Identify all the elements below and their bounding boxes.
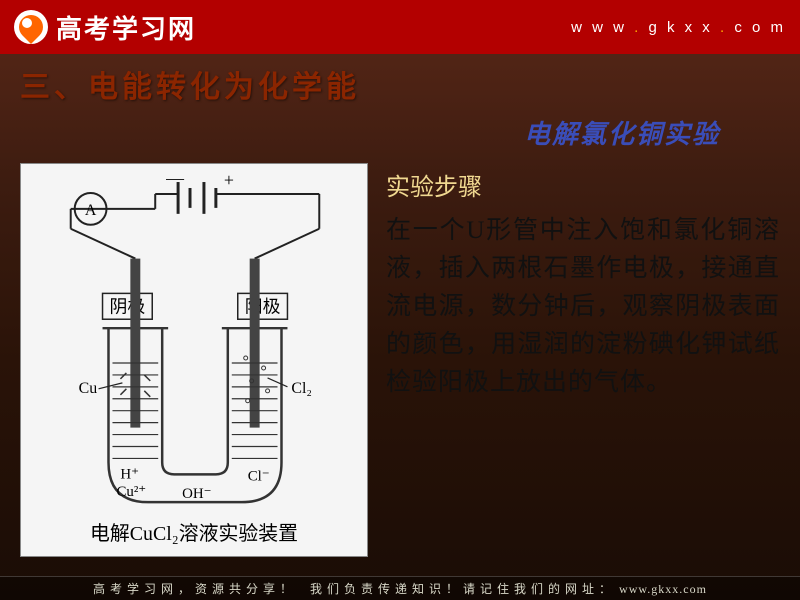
cu2-plus-label: Cu²⁺ (116, 484, 146, 500)
header-bar: 高考学习网 w w w . g k x x . c o m (0, 0, 800, 54)
apparatus-diagram: A — + 阴极 (20, 163, 368, 557)
h-plus-label: H⁺ (120, 466, 139, 482)
cl-minus-label: Cl⁻ (248, 468, 270, 484)
main-row: A — + 阴极 (20, 163, 780, 557)
content-area: 三、电能转化为化学能 电解氯化铜实验 A (0, 54, 800, 574)
header-url: w w w . g k x x . c o m (571, 19, 786, 36)
minus-label: — (165, 168, 184, 188)
experiment-subtitle: 电解氯化铜实验 (20, 114, 720, 151)
text-column: 实验步骤 在一个U形管中注入饱和氯化铜溶液，插入两根石墨作电极，接通直流电源，数… (386, 163, 780, 402)
logo-area: 高考学习网 (14, 9, 196, 46)
procedure-text: 在一个U形管中注入饱和氯化铜溶液，插入两根石墨作电极，接通直流电源，数分钟后，观… (386, 212, 780, 402)
cu-label: Cu (79, 380, 98, 397)
plus-label: + (224, 170, 234, 190)
ammeter-label: A (85, 202, 97, 219)
diagram-svg: A — + 阴极 (21, 164, 367, 556)
logo-icon (14, 10, 48, 44)
step-label: 实验步骤 (386, 167, 780, 202)
section-title: 三、电能转化为化学能 (20, 62, 780, 106)
footer-bar: 高 考 学 习 网 ， 资 源 共 分 享 ！ 我 们 负 责 传 递 知 识 … (0, 576, 800, 600)
diagram-caption: 电解CuCl₂溶液实验装置 (90, 523, 298, 545)
slide-root: 高考学习网 w w w . g k x x . c o m 三、电能转化为化学能… (0, 0, 800, 600)
footer-text: 高 考 学 习 网 ， 资 源 共 分 享 ！ 我 们 负 责 传 递 知 识 … (93, 580, 707, 597)
oh-minus-label: OH⁻ (182, 486, 211, 502)
site-name: 高考学习网 (56, 9, 196, 46)
cl2-label: Cl₂ (291, 380, 312, 397)
